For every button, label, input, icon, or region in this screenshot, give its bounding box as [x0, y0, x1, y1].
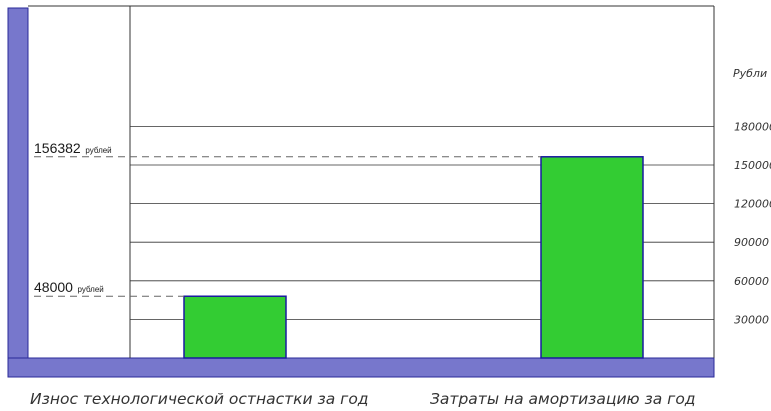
y-axis: Рубли: [733, 67, 767, 80]
y-tick-label: 90000: [734, 236, 769, 249]
y-tick-label: 120000: [734, 198, 771, 211]
y-tick-label: 60000: [734, 275, 769, 288]
frame-left-bar: [7, 7, 29, 378]
y-tick-label: 180000: [734, 120, 771, 133]
y-tick-labels: 30000 60000 90000 120000 150000 180000: [734, 120, 771, 326]
bar: [183, 295, 287, 359]
category-label: Затраты на амортизацию за год: [430, 390, 696, 408]
bars: [183, 156, 644, 359]
annotation-value: 156382: [34, 140, 81, 156]
bar: [540, 156, 644, 359]
annotation-unit: рублей: [78, 285, 104, 294]
category-label: Износ технологической остнастки за год: [30, 390, 369, 408]
chart-frame: [7, 5, 715, 378]
frame-bottom-bar: [7, 357, 715, 378]
y-axis-label: Рубли: [733, 67, 767, 80]
category-labels: Износ технологической остнастки за год За…: [30, 390, 696, 408]
y-tick-label: 30000: [734, 313, 769, 326]
value-annotations: 48000 рублей 156382 рублей: [34, 140, 112, 295]
annotation-leaders: [34, 156, 541, 297]
annotation-value: 48000: [34, 279, 73, 295]
annotation-unit: рублей: [85, 146, 111, 155]
y-tick-label: 150000: [734, 159, 771, 172]
